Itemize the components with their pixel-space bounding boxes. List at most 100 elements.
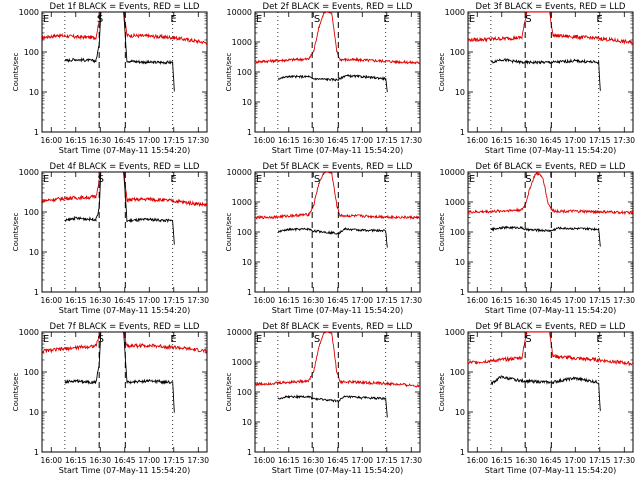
chart-panel-5: Det 5f BLACK = Events, RED = LLD 1 10 100 10… <box>225 162 422 315</box>
x-axis-label: Start Time (07-May-11 15:54:20) <box>272 466 403 475</box>
series-lld-line <box>468 12 633 46</box>
chart-title: Det 2f BLACK = Events, RED = LLD <box>263 2 413 12</box>
y-tick-label: 1 <box>247 288 252 297</box>
x-tick-label: 17:30 <box>187 456 209 465</box>
y-tick-label: 10 <box>455 258 465 267</box>
chart-title: Det 9f BLACK = Events, RED = LLD <box>476 322 626 332</box>
y-tick-label: 1 <box>34 288 39 297</box>
x-tick-label: 17:15 <box>163 136 185 145</box>
y-tick-label: 1 <box>34 448 39 457</box>
x-tick-label: 16:45 <box>327 136 349 145</box>
y-tick-label: 100 <box>237 68 252 77</box>
x-axis-label: Start Time (07-May-11 15:54:20) <box>485 466 616 475</box>
series-events-line <box>277 393 388 418</box>
x-tick-label: 17:15 <box>589 136 611 145</box>
y-axis-label: Counts/sec <box>12 213 20 252</box>
x-tick-label: 16:45 <box>540 136 562 145</box>
y-axis-label: Counts/sec <box>225 373 233 412</box>
chart-panel-3: Det 3f BLACK = Events, RED = LLD 1 10 100 10… <box>438 2 635 155</box>
series-lld-line <box>468 332 633 367</box>
x-tick-label: 16:15 <box>278 296 300 305</box>
x-tick-label: 16:30 <box>89 136 111 145</box>
y-tick-label: 100 <box>450 228 465 237</box>
x-tick-label: 16:45 <box>114 136 136 145</box>
y-tick-label: 100 <box>237 388 252 397</box>
y-tick-label: 1 <box>460 448 465 457</box>
y-tick-label: 10 <box>29 248 39 257</box>
y-tick-label: 1 <box>247 128 252 137</box>
x-tick-label: 17:00 <box>564 136 586 145</box>
plot-frame <box>254 331 421 453</box>
interval-marker-s: S <box>97 14 103 25</box>
x-tick-label: 17:00 <box>138 136 160 145</box>
interval-marker-e: E <box>469 334 475 345</box>
y-tick-label: 10 <box>242 258 252 267</box>
x-tick-label: 16:15 <box>491 136 513 145</box>
interval-marker-e: E <box>170 334 176 345</box>
y-axis-label: Counts/sec <box>225 53 233 92</box>
interval-marker-e: E <box>383 334 389 345</box>
interval-marker-e: E <box>43 174 49 185</box>
interval-marker-e: E <box>596 174 602 185</box>
interval-marker-e: E <box>383 14 389 25</box>
x-tick-label: 17:15 <box>163 456 185 465</box>
series-lld-line <box>468 172 633 215</box>
y-axis-label: Counts/sec <box>225 213 233 252</box>
y-axis-label: Counts/sec <box>438 373 446 412</box>
x-axis-label: Start Time (07-May-11 15:54:20) <box>272 306 403 315</box>
chart-panel-2: Det 2f BLACK = Events, RED = LLD 1 10 100 10… <box>225 2 422 155</box>
y-tick-label: 10 <box>242 98 252 107</box>
y-tick-label: 1000 <box>19 168 39 177</box>
x-tick-label: 16:15 <box>278 136 300 145</box>
chart-panel-1: Det 1f BLACK = Events, RED = LLD 1 10 100 10… <box>12 2 209 155</box>
x-tick-label: 16:00 <box>466 456 488 465</box>
chart-title: Det 1f BLACK = Events, RED = LLD <box>50 2 200 12</box>
x-tick-label: 17:30 <box>400 456 422 465</box>
x-tick-label: 17:00 <box>564 456 586 465</box>
x-tick-label: 16:15 <box>278 456 300 465</box>
x-tick-label: 17:15 <box>589 296 611 305</box>
interval-marker-e: E <box>170 174 176 185</box>
interval-marker-s: S <box>314 174 320 185</box>
y-tick-label: 1 <box>247 448 252 457</box>
plot-frame <box>467 11 634 133</box>
chart-panel-8: Det 8f BLACK = Events, RED = LLD 1 10 100 10… <box>225 322 422 475</box>
x-tick-label: 17:30 <box>187 296 209 305</box>
x-tick-label: 16:00 <box>40 136 62 145</box>
x-tick-label: 16:00 <box>253 456 275 465</box>
y-tick-label: 100 <box>24 368 39 377</box>
interval-marker-s: S <box>525 14 531 25</box>
x-tick-label: 16:45 <box>540 456 562 465</box>
chart-title: Det 6f BLACK = Events, RED = LLD <box>476 162 626 172</box>
chart-title: Det 5f BLACK = Events, RED = LLD <box>263 162 413 172</box>
x-tick-label: 17:00 <box>351 136 373 145</box>
y-tick-label: 10000 <box>440 168 465 177</box>
y-tick-label: 100 <box>237 228 252 237</box>
y-tick-label: 10 <box>455 408 465 417</box>
y-tick-label: 100 <box>450 368 465 377</box>
series-lld-line <box>255 332 420 388</box>
y-tick-label: 1000 <box>19 328 39 337</box>
plot-frame <box>254 11 421 133</box>
interval-marker-s: S <box>98 174 104 185</box>
y-tick-label: 1000 <box>445 198 465 207</box>
x-axis-label: Start Time (07-May-11 15:54:20) <box>272 146 403 155</box>
y-tick-label: 1000 <box>445 8 465 17</box>
y-axis-label: Counts/sec <box>12 373 20 412</box>
series-lld-line <box>255 172 420 221</box>
y-tick-label: 10 <box>29 88 39 97</box>
chart-title: Det 4f BLACK = Events, RED = LLD <box>50 162 200 172</box>
x-tick-label: 16:45 <box>327 456 349 465</box>
y-tick-label: 1 <box>460 128 465 137</box>
x-tick-label: 17:30 <box>613 296 635 305</box>
interval-marker-e: E <box>43 334 49 345</box>
x-axis-label: Start Time (07-May-11 15:54:20) <box>485 306 616 315</box>
x-axis-label: Start Time (07-May-11 15:54:20) <box>59 466 190 475</box>
y-tick-label: 10 <box>29 408 39 417</box>
y-tick-label: 1000 <box>232 198 252 207</box>
x-tick-label: 16:45 <box>540 296 562 305</box>
x-tick-label: 16:30 <box>302 296 324 305</box>
y-tick-label: 1 <box>34 128 39 137</box>
series-events-line <box>64 12 175 92</box>
